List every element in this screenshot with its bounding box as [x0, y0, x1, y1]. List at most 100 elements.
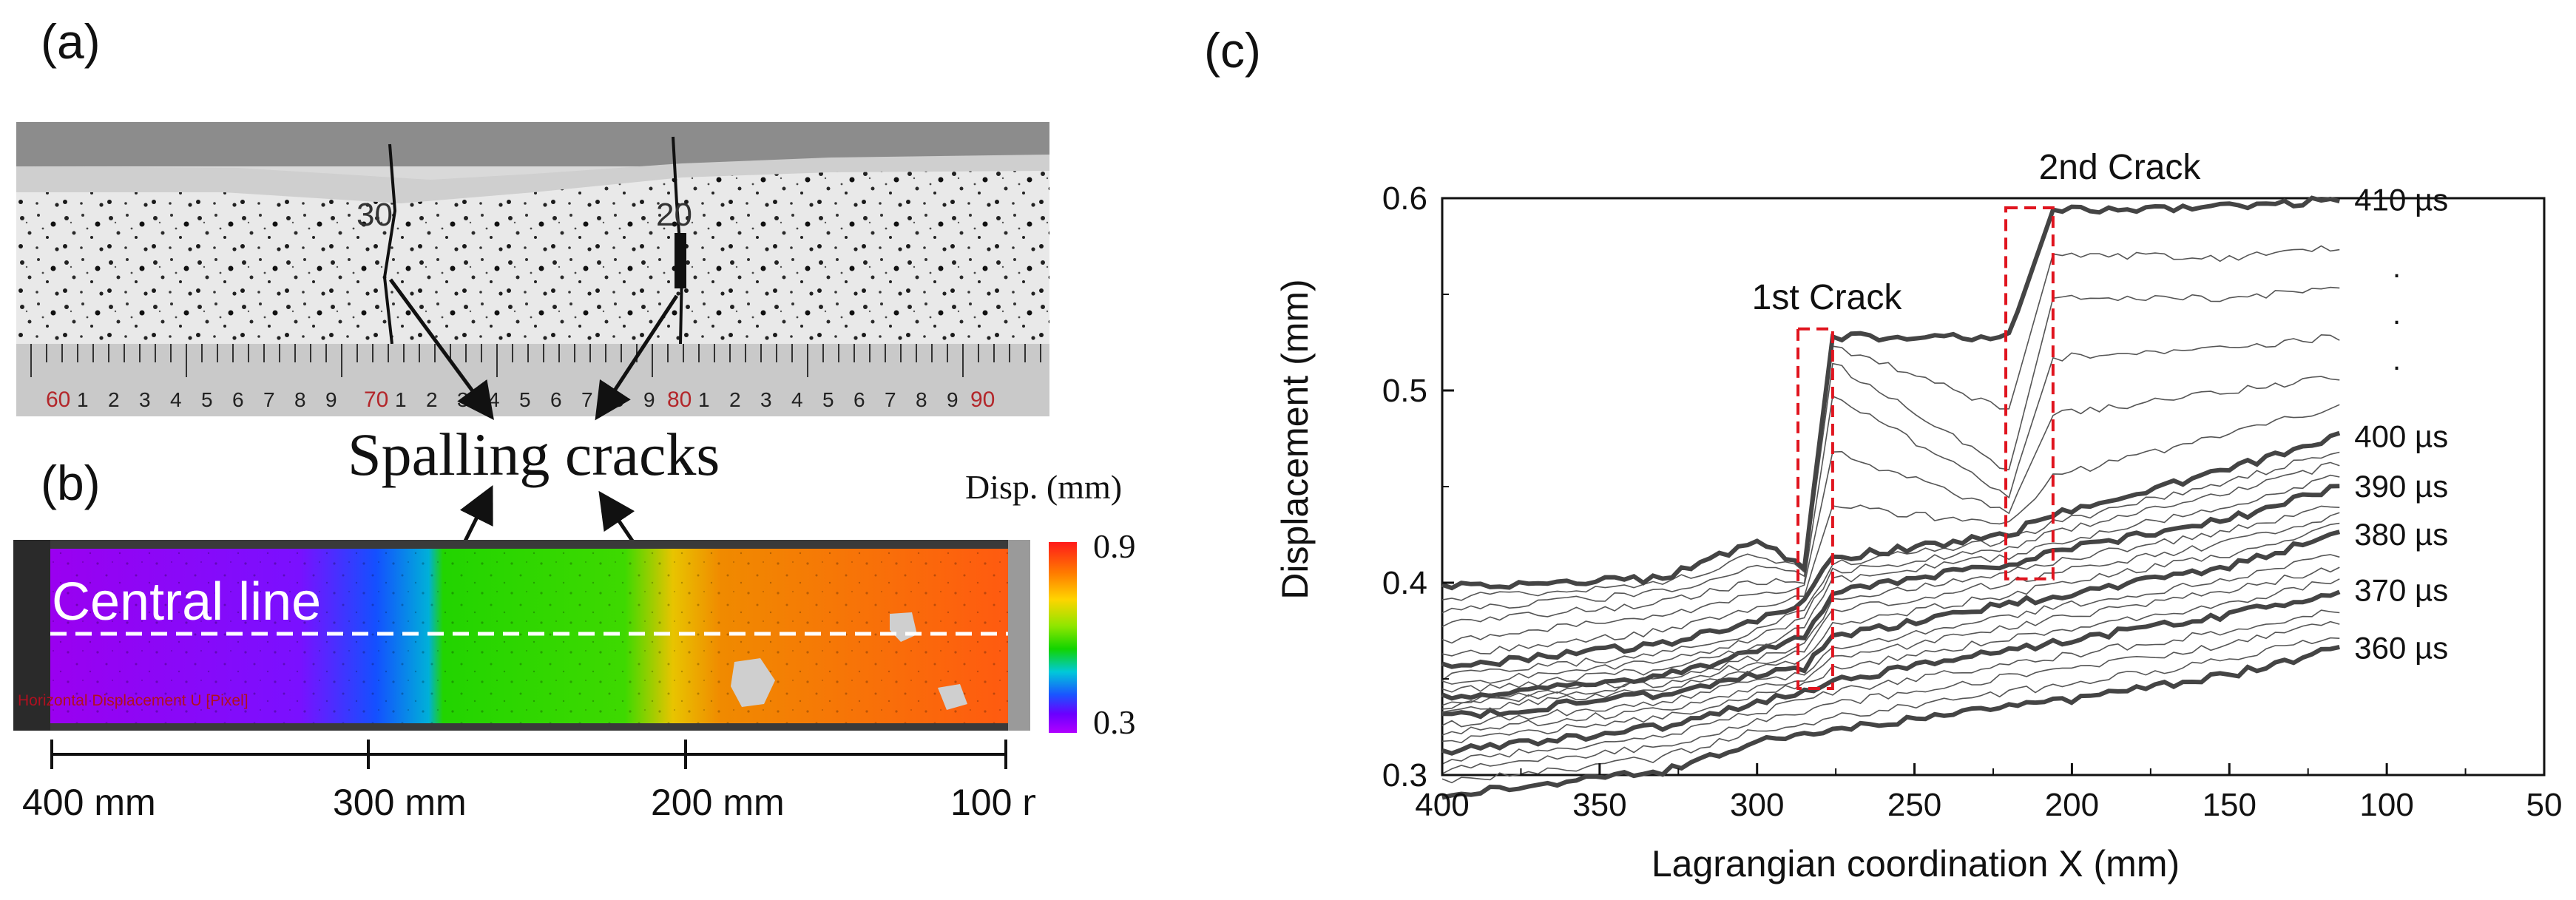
chart-labels: 360 µs 370 µs 380 µs 390 µs 400 µs 410 µs — [2354, 183, 2448, 666]
ruler-small-label: 7 — [263, 388, 275, 411]
overlay-caption: Horizontal Displacement U [Pixel] — [18, 692, 249, 709]
colorbar-min: 0.3 — [1093, 703, 1136, 741]
first-crack-label: 1st Crack — [1752, 278, 1903, 317]
ruler-small-label: 2 — [729, 388, 741, 411]
series-line — [1441, 334, 2340, 628]
ruler-label-60: 60 — [46, 388, 70, 412]
series-label: 410 µs — [2354, 183, 2448, 217]
crack-box-2 — [2004, 206, 2055, 581]
colorbar — [1049, 542, 1077, 733]
ruler-small-label: 7 — [581, 388, 593, 411]
y-axis-label: Displacement (mm) — [1274, 279, 1316, 599]
series-line — [1441, 461, 2340, 685]
ruler-small-label: 2 — [108, 388, 120, 411]
series-line — [1441, 578, 2340, 744]
series-line-bold — [1441, 195, 2341, 591]
x-tick-label: 250 — [1887, 787, 1941, 823]
series-line-bold — [1441, 589, 2341, 756]
series-label: 370 µs — [2354, 572, 2448, 607]
scale-label-400: 400 mm — [22, 782, 156, 821]
chart-ticks: 400 350 300 250 200 150 100 50 0.3 0.4 0.5 0.6 — [1382, 180, 2563, 823]
crack-boxes — [1796, 206, 2055, 690]
specimen-speckle — [16, 171, 1049, 344]
ruler-small-label: 6 — [232, 388, 244, 411]
x-tick-label: 50 — [2526, 787, 2563, 823]
series-line — [1441, 512, 2340, 710]
series-line — [1441, 609, 2340, 765]
arrow-to-crack-2 — [595, 294, 679, 421]
panel-label-b: (b) — [41, 456, 101, 510]
series-line — [1441, 376, 2340, 644]
dic-field-drawing: Central line Horizontal Displacement U [… — [13, 540, 1030, 731]
series-label: 400 µs — [2354, 419, 2448, 453]
y-tick-label: 0.3 — [1382, 757, 1427, 794]
series-line — [1441, 286, 2340, 614]
ruler-small-label: 8 — [916, 388, 927, 411]
crack-spall-2 — [675, 233, 686, 288]
scale-label-100: 100 mm — [950, 782, 1035, 821]
x-axis-label: Lagrangian coordination X (mm) — [1652, 843, 2180, 884]
ruler-small-label: 9 — [325, 388, 337, 411]
series-line-bold — [1441, 484, 2340, 701]
series-line — [1441, 566, 2340, 736]
ruler-label-90: 90 — [970, 388, 995, 412]
ellipsis-dot-2: . — [2393, 298, 2401, 331]
x-tick-label: 100 — [2359, 787, 2413, 823]
ruler-small-label: 5 — [822, 388, 834, 411]
colorbar-title: Disp. (mm) — [965, 468, 1123, 506]
series-label: 360 µs — [2354, 630, 2448, 665]
ruler-ticks — [30, 344, 1041, 377]
ruler-small-label: 9 — [947, 388, 959, 411]
panel-label-c: (c) — [1204, 23, 1261, 78]
ruler-label-80: 80 — [667, 388, 692, 412]
crack-box-1 — [1796, 327, 1834, 690]
ruler-small-label: 4 — [791, 388, 803, 411]
ruler-small-label: 7 — [885, 388, 896, 411]
x-tick-label: 300 — [1730, 787, 1784, 823]
x-tick-label: 400 — [1415, 787, 1469, 823]
x-tick-label: 350 — [1572, 787, 1626, 823]
ruler-small-label: 1 — [698, 388, 710, 411]
ruler-small-label: 1 — [395, 388, 407, 411]
spall-patch-3 — [938, 684, 967, 710]
ellipsis-dot-3: . — [2393, 344, 2401, 376]
ruler-small-label: 6 — [550, 388, 562, 411]
series-line — [1441, 620, 2340, 775]
ruler-small-label: 9 — [643, 388, 655, 411]
ruler-label-70: 70 — [364, 388, 388, 412]
ruler — [16, 344, 1049, 416]
series-line — [1441, 522, 2340, 713]
spall-patch-1 — [731, 658, 775, 707]
series-line — [1441, 245, 2340, 601]
ruler-small-label: 4 — [170, 388, 182, 411]
series-line-bold — [1441, 529, 2341, 720]
ruler-small-label: 5 — [519, 388, 531, 411]
series-label: 380 µs — [2354, 517, 2448, 552]
y-tick-label: 0.5 — [1382, 373, 1427, 409]
series-line-bold — [1441, 644, 2340, 800]
series-line — [1441, 451, 2340, 681]
series-label: 390 µs — [2354, 469, 2448, 504]
ruler-small-label: 1 — [77, 388, 89, 411]
panel-label-a: (a) — [41, 14, 101, 69]
series-line — [1441, 554, 2340, 728]
series-line — [1441, 404, 2340, 657]
ruler-small-label: 5 — [201, 388, 213, 411]
spalling-cracks-label: Spalling cracks — [348, 421, 720, 488]
scale-label-300: 300 mm — [333, 782, 467, 821]
series-line-bold — [1441, 430, 2341, 669]
scale-bar: 400 mm 300 mm 200 mm 100 mm — [22, 740, 1035, 821]
chart-series — [1441, 195, 2341, 800]
ruler-small-label: 3 — [139, 388, 151, 411]
central-line-label: Central line — [52, 572, 321, 632]
colorbar-max: 0.9 — [1093, 527, 1136, 565]
series-line — [1441, 637, 2340, 784]
crack-line-1 — [382, 143, 397, 345]
ruler-small-label: 8 — [294, 388, 306, 411]
series-line — [1441, 474, 2340, 693]
arrow-to-crack-1 — [388, 278, 494, 421]
y-tick-label: 0.4 — [1382, 565, 1427, 601]
